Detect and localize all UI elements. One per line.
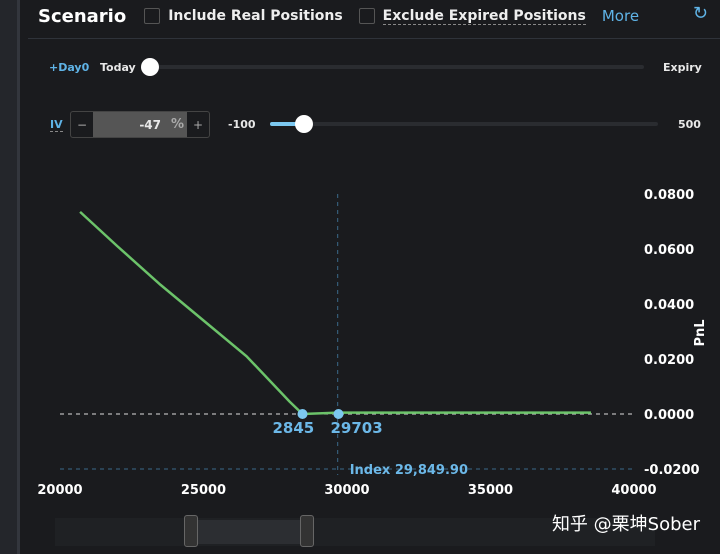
pnl-line xyxy=(79,210,591,416)
y-tick-label: 0.0800 xyxy=(644,188,694,203)
breakeven-point xyxy=(333,409,344,419)
iv-stepper: − -47 + xyxy=(70,111,210,138)
day-end: Expiry xyxy=(663,61,702,74)
iv-unit: % xyxy=(171,117,185,132)
y-tick-label: -0.0200 xyxy=(644,463,700,478)
day-slider-handle[interactable] xyxy=(141,58,159,76)
range-selection[interactable] xyxy=(190,520,308,544)
iv-min: -100 xyxy=(228,118,256,131)
iv-decrement-button[interactable]: − xyxy=(76,117,88,132)
y-tick-label: 0.0000 xyxy=(644,408,694,423)
range-handle-left[interactable] xyxy=(184,515,198,547)
iv-max: 500 xyxy=(678,118,701,131)
page-title: Scenario xyxy=(38,5,127,27)
iv-increment-button[interactable]: + xyxy=(192,117,204,132)
day-label: +Day0 xyxy=(49,61,90,74)
divider xyxy=(28,38,720,39)
header: Scenario Include Real Positions Exclude … xyxy=(38,0,639,32)
iv-slider-fill xyxy=(270,122,304,126)
include-real-checkbox[interactable] xyxy=(144,8,161,24)
iv-label: IV xyxy=(50,118,63,132)
x-tick-label: 20000 xyxy=(37,483,82,498)
include-real-label: Include Real Positions xyxy=(168,8,343,24)
iv-slider-handle[interactable] xyxy=(295,115,313,133)
x-tick-label: 25000 xyxy=(181,483,226,498)
iv-input[interactable]: -47 xyxy=(93,112,187,137)
iv-slider-track[interactable] xyxy=(270,122,658,126)
breakeven-point xyxy=(297,409,308,419)
refresh-icon[interactable]: ↻ xyxy=(692,3,708,24)
x-tick-label: 30000 xyxy=(324,483,369,498)
left-sidebar-edge xyxy=(0,0,20,554)
x-tick-label: 35000 xyxy=(468,483,513,498)
range-handle-right[interactable] xyxy=(300,515,314,547)
more-link[interactable]: More xyxy=(601,7,640,25)
x-tick-label: 40000 xyxy=(611,483,656,498)
y-axis-label: PnL xyxy=(693,319,708,346)
range-navigator[interactable] xyxy=(55,518,655,546)
y-tick-label: 0.0400 xyxy=(644,298,694,313)
y-tick-label: 0.0600 xyxy=(644,243,694,258)
day-start: Today xyxy=(100,61,136,74)
day-slider-track[interactable] xyxy=(148,65,644,69)
exclude-expired-label: Exclude Expired Positions xyxy=(382,7,586,25)
exclude-expired-checkbox[interactable] xyxy=(358,8,375,24)
y-tick-label: 0.0200 xyxy=(644,353,694,368)
index-label: Index 29,849.90 xyxy=(350,463,468,478)
breakeven-label: 2845 xyxy=(273,419,315,437)
watermark: 知乎 @栗坤Sober xyxy=(551,514,700,535)
breakeven-label: 29703 xyxy=(330,419,382,437)
